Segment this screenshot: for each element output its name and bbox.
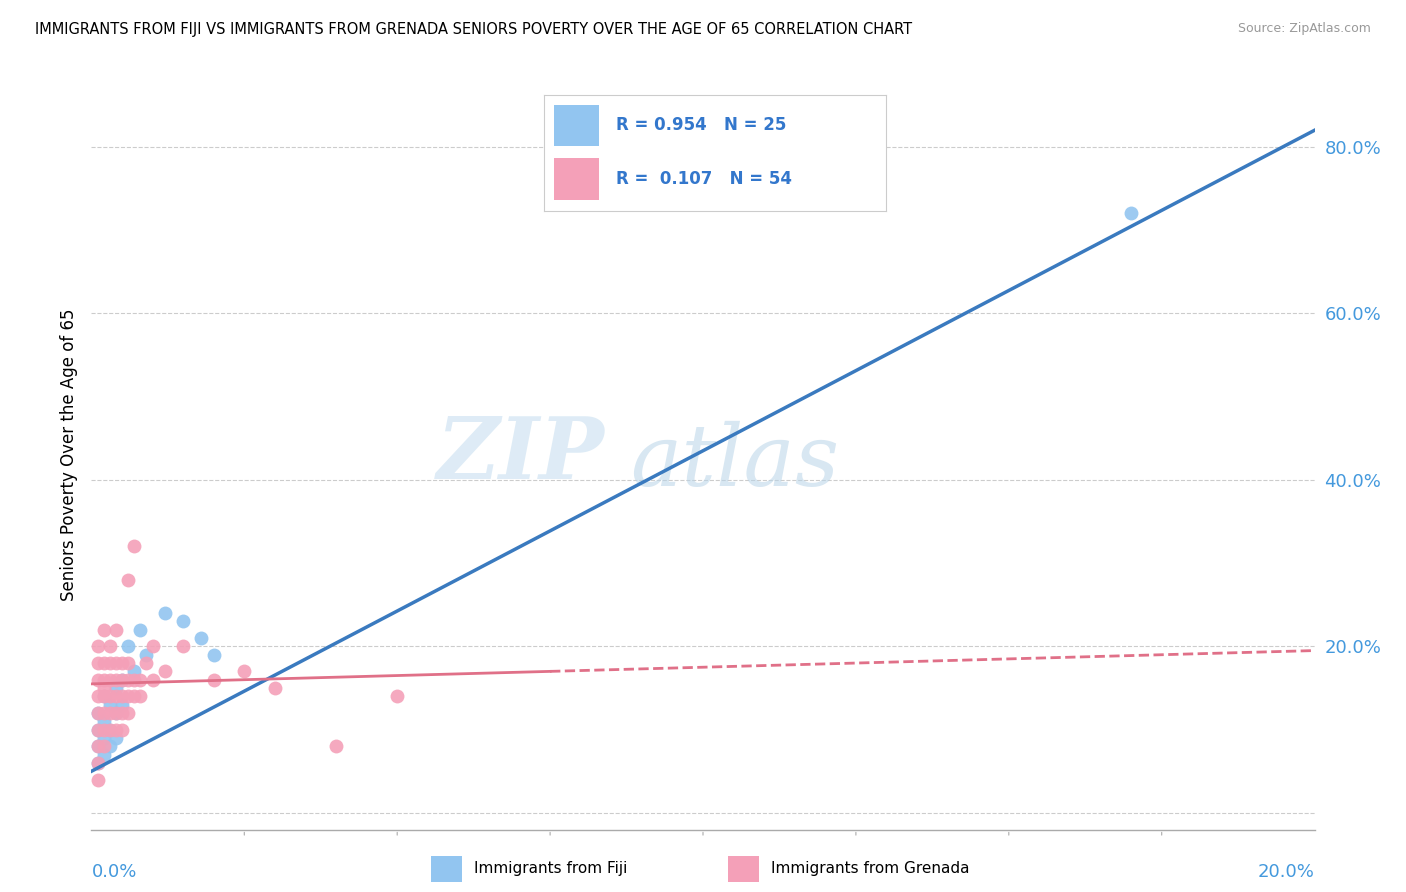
Point [129, 673, 152, 687]
Point [93, 739, 115, 754]
Point [117, 673, 139, 687]
Point [104, 731, 127, 745]
Point [104, 723, 127, 737]
FancyBboxPatch shape [430, 855, 461, 882]
Point [117, 573, 139, 587]
Point [93, 723, 115, 737]
Point [98, 656, 121, 670]
Point [86, 739, 108, 754]
Text: atlas: atlas [630, 421, 839, 504]
Point [1121, 206, 1143, 220]
Point [117, 640, 139, 654]
Point [111, 656, 134, 670]
Point [93, 681, 115, 695]
Point [98, 673, 121, 687]
FancyBboxPatch shape [728, 855, 759, 882]
Point [172, 615, 194, 629]
Point [98, 739, 121, 754]
Point [129, 690, 152, 704]
Point [153, 665, 176, 679]
Point [93, 690, 115, 704]
Text: ZIP: ZIP [437, 413, 605, 497]
Point [86, 656, 108, 670]
Point [202, 673, 225, 687]
Point [117, 706, 139, 720]
Text: IMMIGRANTS FROM FIJI VS IMMIGRANTS FROM GRENADA SENIORS POVERTY OVER THE AGE OF : IMMIGRANTS FROM FIJI VS IMMIGRANTS FROM … [35, 22, 912, 37]
Point [93, 623, 115, 637]
Point [122, 665, 145, 679]
Point [111, 723, 134, 737]
Point [111, 673, 134, 687]
Text: 20.0%: 20.0% [1258, 863, 1315, 881]
Point [111, 706, 134, 720]
Y-axis label: Seniors Poverty Over the Age of 65: Seniors Poverty Over the Age of 65 [59, 309, 77, 601]
Point [86, 756, 108, 770]
Point [93, 747, 115, 762]
Point [86, 706, 108, 720]
Point [117, 656, 139, 670]
Point [93, 714, 115, 729]
Point [86, 772, 108, 787]
Point [122, 673, 145, 687]
Point [86, 690, 108, 704]
Point [202, 648, 225, 662]
Point [190, 631, 212, 645]
Point [93, 673, 115, 687]
Point [86, 756, 108, 770]
Text: Immigrants from Fiji: Immigrants from Fiji [474, 862, 627, 876]
Point [111, 698, 134, 712]
Point [233, 665, 256, 679]
Point [104, 673, 127, 687]
Point [104, 656, 127, 670]
Point [104, 706, 127, 720]
Text: 0.0%: 0.0% [91, 863, 136, 881]
Point [153, 606, 176, 620]
Point [104, 690, 127, 704]
Point [172, 640, 194, 654]
Point [104, 681, 127, 695]
Point [141, 640, 163, 654]
Point [104, 623, 127, 637]
Point [86, 739, 108, 754]
Point [86, 673, 108, 687]
Point [98, 690, 121, 704]
Point [141, 673, 163, 687]
Point [385, 690, 409, 704]
Point [93, 690, 115, 704]
Point [135, 656, 157, 670]
Point [86, 723, 108, 737]
Point [86, 706, 108, 720]
Point [86, 640, 108, 654]
Point [86, 723, 108, 737]
Point [93, 656, 115, 670]
Point [111, 673, 134, 687]
Point [129, 623, 152, 637]
Point [98, 640, 121, 654]
Point [122, 540, 145, 554]
Point [93, 706, 115, 720]
Point [122, 690, 145, 704]
Point [93, 731, 115, 745]
Point [98, 698, 121, 712]
Point [98, 723, 121, 737]
Point [98, 723, 121, 737]
Point [264, 681, 287, 695]
Point [325, 739, 347, 754]
Point [98, 706, 121, 720]
Point [104, 706, 127, 720]
Point [111, 690, 134, 704]
Point [135, 648, 157, 662]
Text: Source: ZipAtlas.com: Source: ZipAtlas.com [1237, 22, 1371, 36]
Text: Immigrants from Grenada: Immigrants from Grenada [770, 862, 970, 876]
Point [117, 690, 139, 704]
